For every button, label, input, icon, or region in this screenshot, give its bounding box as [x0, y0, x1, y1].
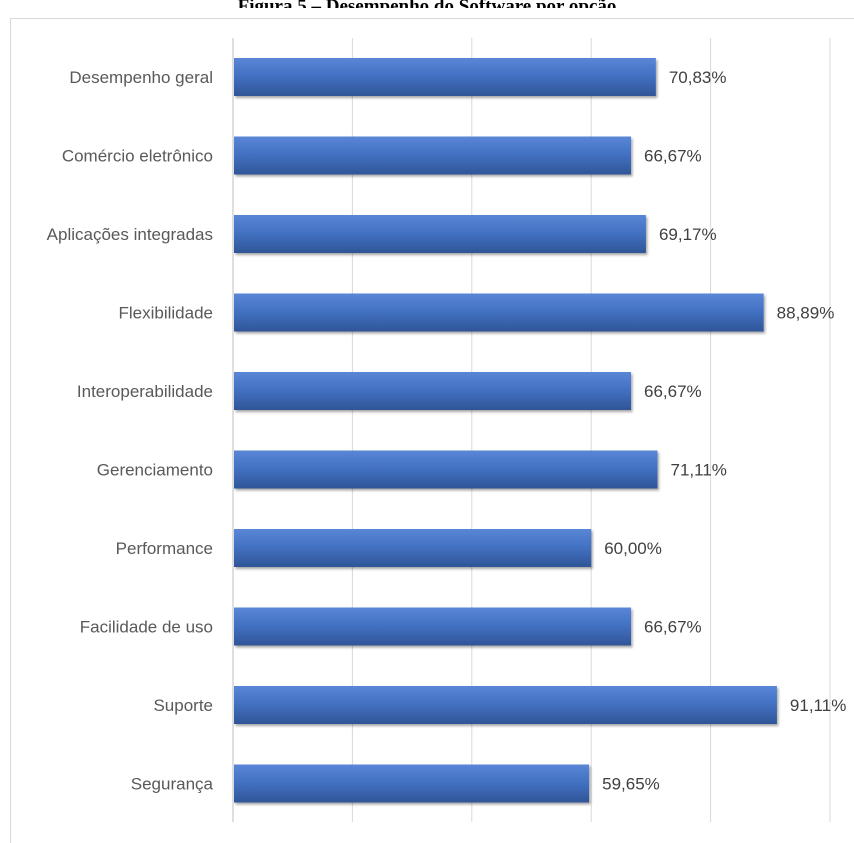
category-label: Performance — [116, 539, 213, 558]
category-label: Comércio eletrônico — [62, 147, 213, 166]
category-label: Gerenciamento — [97, 461, 213, 480]
data-label: 60,00% — [604, 539, 662, 558]
bar — [234, 529, 592, 567]
data-label: 66,67% — [644, 618, 702, 637]
bars — [234, 58, 777, 803]
data-label: 91,11% — [790, 696, 846, 715]
value-labels: 70,83% 66,67% 69,17% 88,89% 66,67% 71,11% 60,0… — [602, 68, 846, 794]
category-label: Desempenho geral — [69, 68, 213, 87]
bar — [234, 450, 658, 489]
bar — [234, 764, 590, 803]
data-label: 69,17% — [659, 225, 717, 244]
data-label: 66,67% — [644, 382, 702, 401]
bar — [234, 58, 656, 96]
category-labels: Desempenho geral Comércio eletrônico Aplic… — [47, 68, 214, 794]
data-label: 71,11% — [671, 461, 727, 480]
category-label: Segurança — [131, 775, 214, 794]
category-label: Interoperabilidade — [77, 382, 213, 401]
category-label: Suporte — [153, 696, 213, 715]
bar — [234, 686, 777, 724]
bar — [234, 607, 632, 646]
category-label: Facilidade de uso — [80, 618, 213, 637]
bar — [234, 293, 764, 332]
bar — [234, 372, 632, 410]
data-label: 59,65% — [602, 775, 660, 794]
figure-title: Figura 5 – Desempenho do Software por op… — [0, 0, 854, 8]
bar — [234, 136, 632, 175]
data-label: 88,89% — [777, 304, 835, 323]
data-label: 70,83% — [669, 68, 727, 87]
category-label: Aplicações integradas — [47, 225, 213, 244]
chart-frame — [10, 18, 854, 843]
data-label: 66,67% — [644, 147, 702, 166]
bar — [234, 215, 646, 253]
category-label: Flexibilidade — [119, 304, 214, 323]
